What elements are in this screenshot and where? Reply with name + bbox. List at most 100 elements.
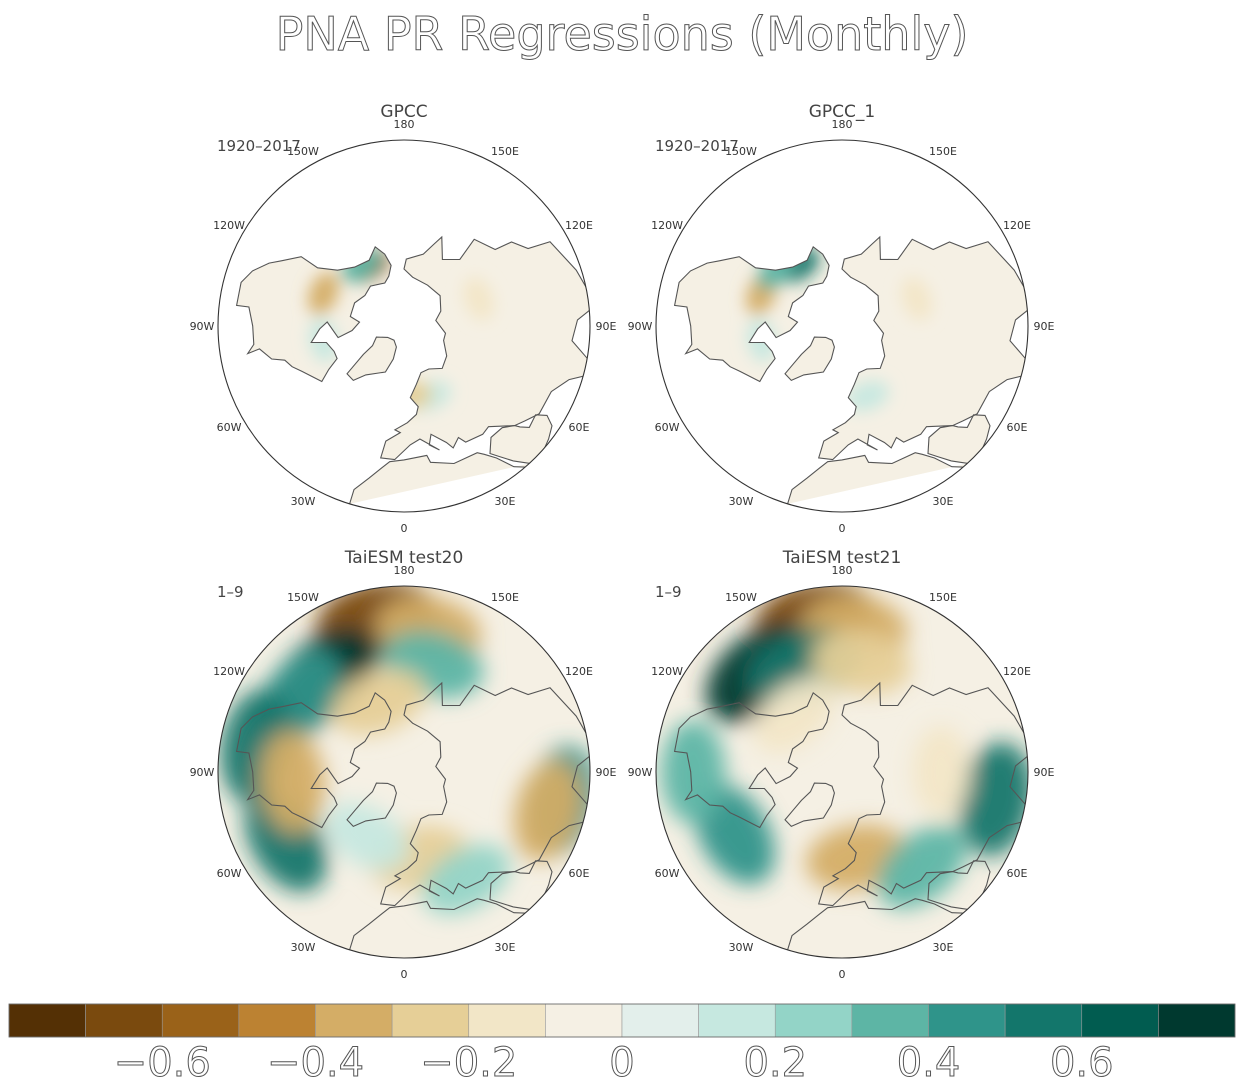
- page-title: PNA PR Regressions (Monthly): [276, 7, 969, 61]
- longitude-label: 120E: [565, 219, 593, 232]
- anomaly-blob: [901, 277, 932, 321]
- colorbar-swatch: [8, 1003, 86, 1038]
- anomaly-blob: [422, 844, 510, 915]
- longitude-label: 150W: [725, 591, 757, 604]
- map-panel-taiesm-test20: TaiESM test20 1–9 180 150E 120E 90E 60E 30E 0 3…: [190, 548, 617, 981]
- map-boundary: [217, 585, 591, 959]
- longitude-label: 90E: [1034, 320, 1055, 333]
- field-background: [236, 237, 590, 504]
- map-panel-gpcc: GPCC 1920–2017 180 150E 120E 90E 60E 30E 0 30W 6…: [190, 102, 617, 535]
- colorbar-tick-label: 0.4: [897, 1040, 961, 1084]
- regression-field: [656, 586, 1028, 958]
- anomaly-blob: [260, 730, 326, 834]
- longitude-label: 180: [832, 118, 853, 131]
- panel-title: TaiESM test21: [782, 548, 902, 568]
- coastline: [489, 414, 553, 465]
- colorbar-swatch: [161, 1003, 240, 1038]
- longitude-label: 120W: [213, 665, 245, 678]
- coastline: [817, 681, 1028, 907]
- longitude-label: 180: [394, 118, 415, 131]
- colorbar-tick-label: −0.2: [420, 1040, 517, 1084]
- longitude-label: 150E: [491, 145, 519, 158]
- colorbar-swatch: [1158, 1003, 1236, 1038]
- longitude-label: 180: [832, 564, 853, 577]
- coastline: [927, 414, 991, 465]
- anomaly-blob: [660, 720, 726, 824]
- longitude-label: 90E: [1034, 766, 1055, 779]
- coastline: [673, 691, 830, 829]
- longitude-label: 90W: [628, 766, 653, 779]
- colorbar-swatch: [928, 1003, 1006, 1038]
- longitude-label: 120E: [1003, 219, 1031, 232]
- longitude-label: 120E: [565, 665, 593, 678]
- anomaly-blob: [845, 380, 890, 412]
- coastline: [489, 860, 553, 911]
- colorbar-swatch: [774, 1003, 853, 1038]
- longitude-label: 60E: [1006, 867, 1027, 880]
- longitude-label: 30E: [933, 941, 954, 954]
- coastline: [346, 336, 397, 382]
- longitude-label: 60E: [568, 867, 589, 880]
- anomaly-blob: [753, 677, 836, 753]
- colorbar-swatch: [545, 1003, 623, 1038]
- longitude-label: 90W: [190, 766, 215, 779]
- longitude-label: 30W: [291, 495, 316, 508]
- field-background: [674, 237, 1028, 504]
- coastline: [235, 245, 392, 383]
- coastline: [784, 336, 835, 382]
- colorbar-swatch: [391, 1003, 470, 1038]
- longitude-label: 60W: [217, 867, 242, 880]
- colorbar-swatch: [238, 1003, 316, 1038]
- colorbar-swatch: [1081, 1003, 1159, 1038]
- coastline: [927, 860, 991, 911]
- longitude-label: 150E: [491, 591, 519, 604]
- coastline: [673, 245, 830, 383]
- anomaly-blob: [463, 277, 494, 321]
- colorbar-swatch: [315, 1003, 393, 1038]
- regression-field: [236, 237, 590, 504]
- longitude-label: 60W: [217, 421, 242, 434]
- colorbar-tick-label: −0.4: [267, 1040, 364, 1084]
- longitude-label: 30E: [495, 941, 516, 954]
- map-panel-taiesm-test21: TaiESM test21 1–9 180 150E 120E 90E 60E 30E 0 3…: [628, 548, 1055, 981]
- longitude-label: 60E: [568, 421, 589, 434]
- longitude-label: 120W: [651, 665, 683, 678]
- coastline: [379, 681, 590, 907]
- colorbar-frame: [8, 1003, 1236, 1038]
- colorbar-swatch: [468, 1003, 546, 1038]
- longitude-label: 120E: [1003, 665, 1031, 678]
- longitude-label: 180: [394, 564, 415, 577]
- anomaly-blob: [877, 825, 967, 909]
- longitude-label: 90E: [596, 320, 617, 333]
- map-boundary: [655, 139, 1029, 513]
- longitude-label: 90W: [190, 320, 215, 333]
- colorbar-swatch: [1004, 1003, 1083, 1038]
- colorbar-tick-label: 0: [609, 1040, 634, 1084]
- longitude-label: 150W: [287, 145, 319, 158]
- longitude-label: 150E: [929, 591, 957, 604]
- panel-period: 1920–2017: [217, 137, 301, 155]
- longitude-label: 90E: [596, 766, 617, 779]
- coastline: [817, 235, 1028, 461]
- longitude-label: 30W: [729, 495, 754, 508]
- longitude-label: 60W: [655, 867, 680, 880]
- anomaly-blob: [513, 759, 582, 862]
- longitude-label: 120W: [213, 219, 245, 232]
- anomaly-blob: [912, 726, 970, 818]
- colorbar-tick-label: 0.2: [743, 1040, 807, 1084]
- longitude-label: 0: [401, 968, 408, 981]
- panel-period: 1920–2017: [655, 137, 739, 155]
- coastline: [784, 782, 835, 828]
- longitude-label: 60E: [1006, 421, 1027, 434]
- longitude-label: 0: [401, 522, 408, 535]
- longitude-label: 0: [839, 522, 846, 535]
- coastline: [379, 235, 590, 461]
- colorbar-swatch: [851, 1003, 929, 1038]
- regression-field: [218, 586, 590, 958]
- anomaly-blob: [324, 802, 410, 871]
- colorbar-swatch: [698, 1003, 776, 1038]
- regression-field: [674, 237, 1028, 504]
- coastline: [346, 782, 397, 828]
